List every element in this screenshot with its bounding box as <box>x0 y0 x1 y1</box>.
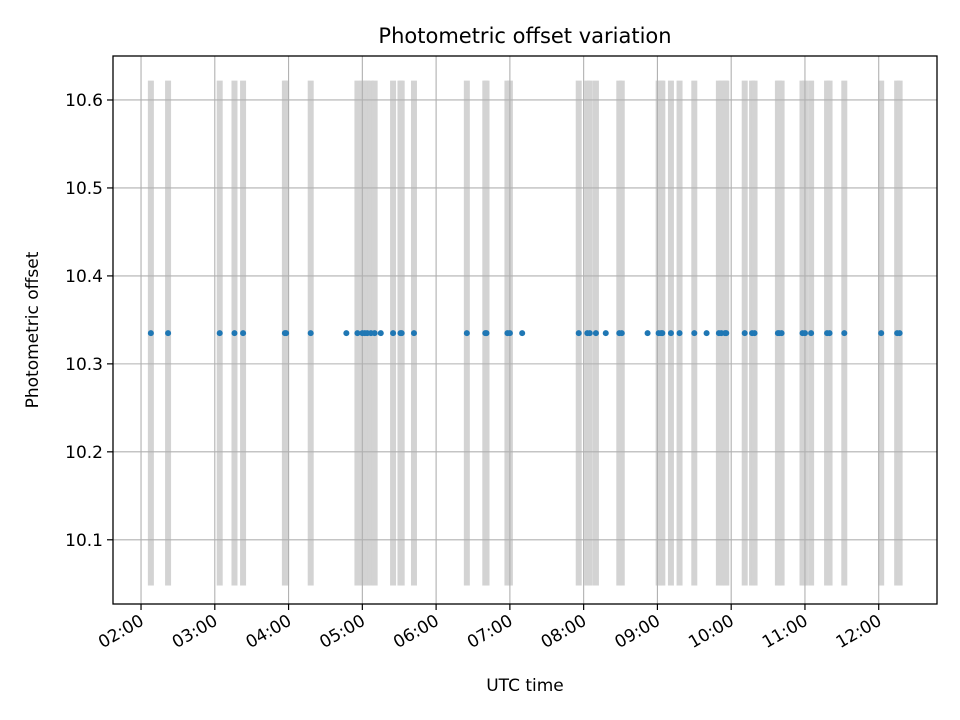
grid <box>113 56 937 604</box>
data-point-0-39 <box>691 330 698 337</box>
data-point-0-18 <box>398 330 405 337</box>
y-tick-label-0: 10.1 <box>65 531 103 551</box>
data-point-0-55 <box>826 330 833 337</box>
y-tick-label-4: 10.5 <box>65 179 103 199</box>
data-point-0-38 <box>676 330 683 337</box>
y-tick-label-2: 10.3 <box>65 355 103 375</box>
data-point-0-32 <box>618 330 625 337</box>
data-point-0-4 <box>240 330 247 337</box>
data-point-0-44 <box>723 330 730 337</box>
y-tick-label-1: 10.2 <box>65 443 103 463</box>
data-point-0-50 <box>778 330 785 337</box>
data-point-0-28 <box>586 330 593 337</box>
data-point-0-16 <box>390 330 397 337</box>
x-axis-label: UTC time <box>486 676 564 696</box>
data-point-0-45 <box>741 330 748 337</box>
data-point-0-26 <box>575 330 582 337</box>
data-point-0-14 <box>371 330 378 337</box>
data-point-0-9 <box>354 330 361 337</box>
y-axis: 10.1 10.2 10.3 10.4 10.5 10.6 <box>65 91 113 551</box>
plot-frame <box>112 55 938 605</box>
data-point-0-40 <box>703 330 710 337</box>
data-point-0-30 <box>602 330 609 337</box>
data-point-0-22 <box>483 330 490 337</box>
data-point-0-24 <box>506 330 513 337</box>
data-point-0-7 <box>307 330 314 337</box>
data-point-0-2 <box>216 330 223 337</box>
data-point-0-6 <box>283 330 290 337</box>
data-point-0-59 <box>896 330 903 337</box>
data-point-0-56 <box>841 330 848 337</box>
data-point-0-47 <box>751 330 758 337</box>
data-point-0-52 <box>801 330 808 337</box>
data-point-0-33 <box>644 330 651 337</box>
data-point-0-53 <box>808 330 815 337</box>
data-point-0-29 <box>592 330 599 337</box>
data-point-0-37 <box>667 330 674 337</box>
data-points <box>147 330 903 337</box>
data-point-0-1 <box>165 330 172 337</box>
data-point-0-36 <box>659 330 666 337</box>
data-point-0-25 <box>519 330 526 337</box>
data-point-0-0 <box>147 330 154 337</box>
chart-title: Photometric offset variation <box>378 24 671 48</box>
data-point-0-20 <box>463 330 470 337</box>
data-point-0-8 <box>343 330 350 337</box>
y-tick-label-3: 10.4 <box>65 267 103 287</box>
data-point-0-19 <box>410 330 417 337</box>
data-point-0-57 <box>878 330 885 337</box>
y-tick-label-5: 10.6 <box>65 91 103 111</box>
data-point-0-15 <box>377 330 384 337</box>
y-axis-label: Photometric offset <box>23 251 43 408</box>
data-point-0-3 <box>231 330 238 337</box>
